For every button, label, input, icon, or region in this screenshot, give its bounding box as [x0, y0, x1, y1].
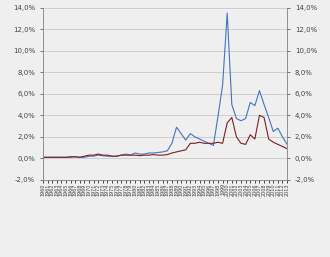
- IDE étrangers en France: [41, 156, 45, 159]
- IDE étrangers en France: [184, 148, 188, 151]
- IDE français à l'étranger: [184, 139, 188, 142]
- IDE français à l'étranger: [285, 143, 289, 146]
- IDE français à l'étranger: [207, 142, 211, 145]
- IDE étrangers en France: [257, 114, 261, 117]
- IDE étrangers en France: [175, 150, 179, 153]
- IDE français à l'étranger: [188, 132, 192, 135]
- IDE français à l'étranger: [41, 156, 45, 159]
- IDE français à l'étranger: [225, 12, 229, 15]
- Line: IDE étrangers en France: IDE étrangers en France: [43, 115, 287, 157]
- IDE français à l'étranger: [175, 126, 179, 129]
- IDE étrangers en France: [285, 147, 289, 150]
- IDE étrangers en France: [82, 155, 86, 158]
- Line: IDE français à l'étranger: IDE français à l'étranger: [43, 13, 287, 157]
- IDE étrangers en France: [133, 154, 137, 157]
- IDE français à l'étranger: [133, 151, 137, 154]
- IDE français à l'étranger: [82, 156, 86, 159]
- IDE étrangers en France: [207, 142, 211, 145]
- IDE étrangers en France: [188, 142, 192, 145]
